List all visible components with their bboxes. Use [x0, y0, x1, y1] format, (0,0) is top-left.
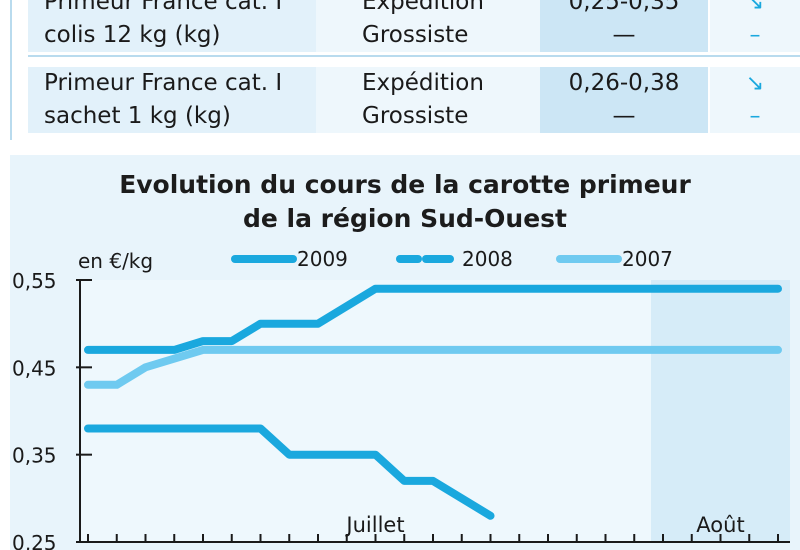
y-tick-label: 0,25 [12, 531, 57, 550]
chart-title-line-1: Evolution du cours de la carotte primeur [119, 170, 691, 199]
price-line-2: — [612, 22, 636, 48]
trend-arrow-icon: ↘ [745, 71, 765, 96]
y-tick-label: 0,55 [12, 269, 57, 293]
legend-item-2007: 2007 [556, 247, 673, 271]
y-tick-label: 0,45 [12, 356, 57, 380]
trend-dash: – [749, 23, 761, 48]
august-panel [651, 280, 790, 542]
month-label: Juillet [344, 513, 404, 537]
y-axis-label: en €/kg [78, 249, 153, 273]
price-line-1: 0,26-0,38 [568, 70, 680, 96]
price-line-2: — [612, 103, 636, 129]
product-line-1: Primeur France cat. I [44, 70, 283, 96]
month-label: Août [696, 513, 744, 537]
product-line-2: sachet 1 kg (kg) [44, 103, 231, 129]
trend-arrow-icon: ↘ [745, 0, 765, 15]
legend-item-2008: 2008 [396, 247, 513, 271]
trend-cell: ↘ – [710, 67, 800, 133]
table-left-border [10, 0, 12, 140]
series-line-2007 [84, 345, 782, 389]
stage-line-2: Grossiste [362, 22, 469, 48]
chart-legend: 2009 2008 2007 [231, 247, 673, 271]
product-line-1: Primeur France cat. I [44, 0, 283, 15]
chart-axes: 0,55 0,45 0,35 0,25 Juillet Août en €/kg [12, 249, 790, 550]
price-cell: 0,26-0,38 — [540, 67, 708, 133]
legend-label: 2008 [462, 247, 513, 271]
legend-label: 2009 [297, 247, 348, 271]
legend-item-2009: 2009 [231, 247, 348, 271]
plot-background [80, 280, 790, 542]
stage-cell: Expédition Grossiste [316, 67, 584, 133]
y-tick-label: 0,35 [12, 444, 57, 468]
chart-series-lines [84, 284, 782, 520]
trend-dash: – [749, 104, 761, 129]
stage-line-1: Expédition [362, 0, 484, 15]
price-cell: 0,25-0,35 — [540, 0, 708, 52]
trend-cell: ↘ – [710, 0, 800, 52]
chart-title-line-2: de la région Sud-Ouest [242, 204, 568, 233]
product-cell: Primeur France cat. I sachet 1 kg (kg) [28, 67, 330, 133]
series-line-2009 [84, 424, 495, 520]
legend-label: 2007 [622, 247, 673, 271]
row-separator [28, 55, 800, 57]
price-line-1: 0,25-0,35 [568, 0, 680, 15]
stage-line-1: Expédition [362, 70, 484, 96]
stage-line-2: Grossiste [362, 103, 469, 129]
product-cell: Primeur France cat. I colis 12 kg (kg) [28, 0, 330, 52]
price-table: Primeur France cat. I colis 12 kg (kg) E… [0, 0, 800, 140]
series-line-2008 [84, 284, 782, 354]
product-line-2: colis 12 kg (kg) [44, 22, 221, 48]
stage-cell: Expédition Grossiste [316, 0, 584, 52]
